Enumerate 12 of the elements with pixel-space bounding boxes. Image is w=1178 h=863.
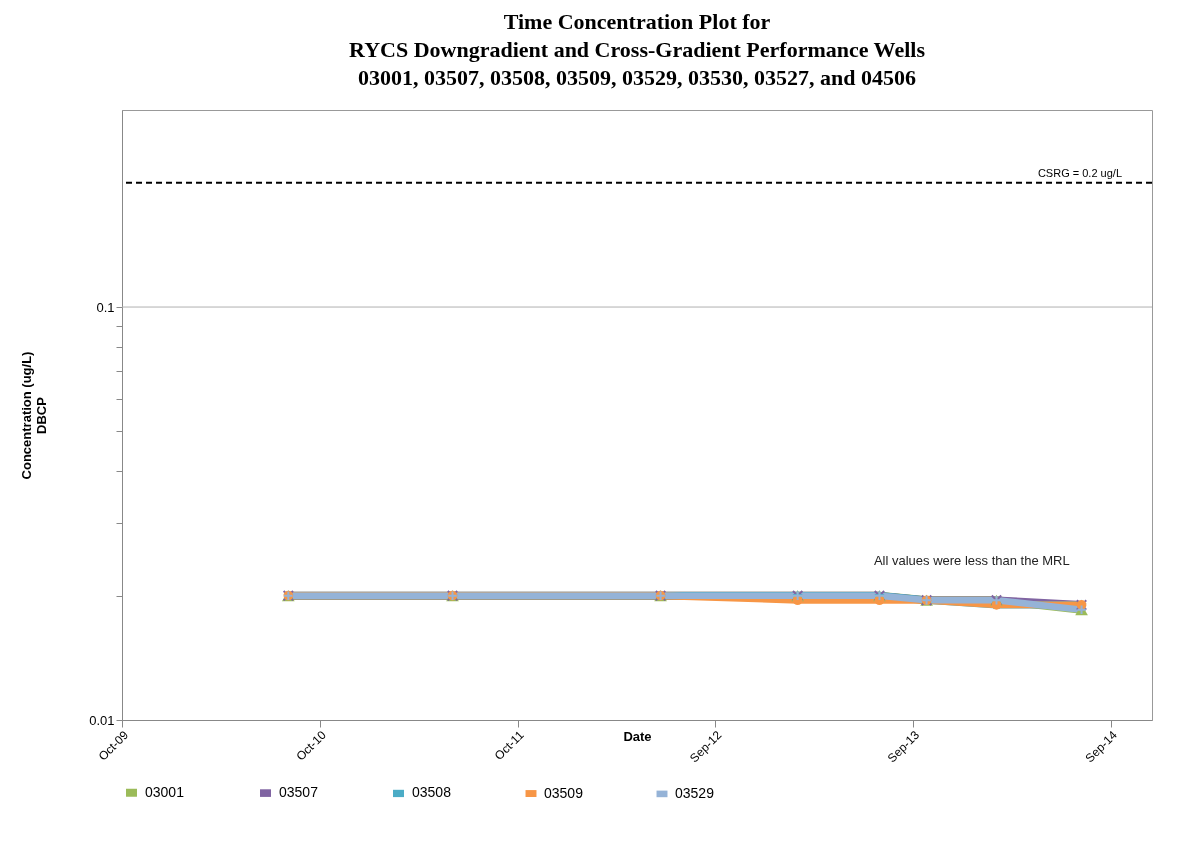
x-axis-title: Date (623, 728, 652, 744)
legend-label: 03001 (145, 783, 185, 800)
legend-label: 03508 (412, 784, 452, 801)
y-tick-label: 0.1 (96, 299, 115, 315)
annotation: All values were less than the MRL (873, 553, 1070, 569)
legend-label: 03507 (279, 784, 319, 801)
y-axis-title: Concentration (ug/L) DBCP (19, 351, 50, 480)
chart-title: Time Concentration Plot for RYCS Downgradient and Cross-Gradient Performance Wells 03001, 03507, 03508, 03509, 03529, 03530, 03527, and 04506 (349, 9, 926, 90)
ref-line-label: CSRG = 0.2 ug/L (1037, 166, 1122, 179)
legend-label: 03529 (675, 784, 715, 801)
legend-label: 03509 (544, 784, 584, 801)
y-tick-label: 0.01 (89, 712, 115, 728)
